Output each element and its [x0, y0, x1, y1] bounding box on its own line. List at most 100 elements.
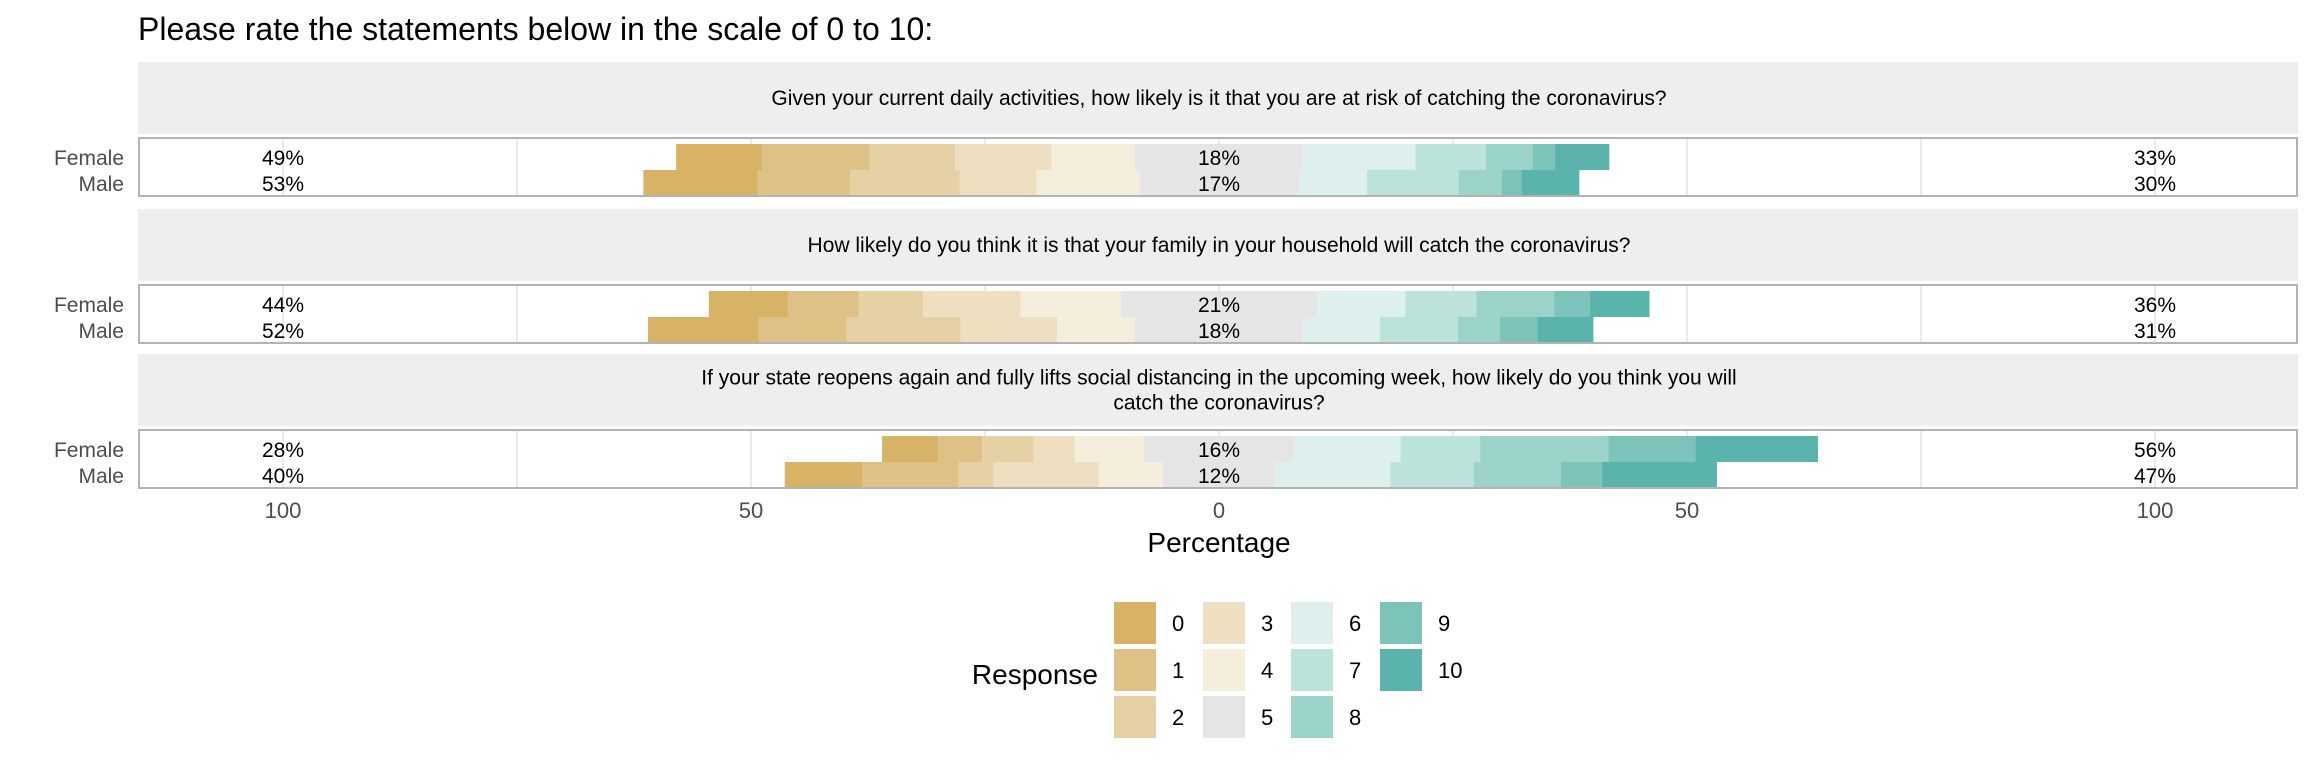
bar-segment-response-0 [882, 436, 939, 462]
legend-label: 4 [1261, 658, 1273, 683]
bar-segment-response-2 [958, 462, 994, 488]
legend-label: 1 [1172, 658, 1184, 683]
bar-segment-response-7 [1415, 144, 1486, 170]
bar-segment-response-3 [955, 144, 1052, 170]
bar-segment-response-1 [862, 462, 959, 488]
bar-segment-response-8 [1458, 170, 1502, 196]
bar-segment-response-9 [1560, 462, 1602, 488]
legend-item: 5 [1203, 696, 1273, 738]
panel: Given your current daily activities, how… [54, 62, 2298, 197]
bar-segment-response-1 [762, 144, 870, 170]
panel: If your state reopens again and fully li… [54, 354, 2298, 489]
bar-segment-response-10 [1589, 291, 1650, 317]
panel-strip [138, 209, 2298, 281]
legend: Response 0 1 2 3 4 5 6 7 8 9 10 [972, 602, 1462, 738]
panel-question: How likely do you think it is that your … [808, 234, 1631, 257]
legend-item: 7 [1291, 649, 1361, 691]
legend-label: 2 [1172, 705, 1184, 730]
group-label: Male [78, 173, 124, 196]
bar-segment-response-9 [1501, 170, 1522, 196]
panel-question: If your state reopens again and fully li… [701, 367, 1736, 390]
panel-strip [138, 62, 2298, 134]
bar-segment-response-9 [1532, 144, 1556, 170]
bar-segment-response-4 [1036, 170, 1140, 196]
panel-data-area: 49% 18% 33% Female 53% 17% 30% Male [54, 138, 2176, 196]
high-percent-label: 30% [2134, 173, 2176, 196]
legend-item: 8 [1291, 696, 1361, 738]
legend-label: 8 [1349, 705, 1361, 730]
x-axis-title: Percentage [1147, 527, 1290, 558]
bar-segment-response-4 [1057, 317, 1135, 343]
bar-segment-response-7 [1390, 462, 1474, 488]
legend-title: Response [972, 659, 1098, 690]
bar-segment-response-9 [1499, 317, 1538, 343]
panel: How likely do you think it is that your … [54, 209, 2298, 344]
bar-segment-response-2 [850, 170, 960, 196]
bar-segment-response-6 [1303, 144, 1416, 170]
bar-segment-response-6 [1275, 462, 1391, 488]
bar-segment-response-6 [1303, 317, 1380, 343]
bar-segment-response-6 [1293, 436, 1401, 462]
bar-segment-response-0 [648, 317, 759, 343]
x-tick-label: 100 [265, 498, 302, 523]
bar-row: 49% 18% 33% Female [54, 144, 2176, 170]
x-tick-label: 50 [739, 498, 763, 523]
panel-question: Given your current daily activities, how… [771, 87, 1666, 110]
group-label: Female [54, 294, 124, 317]
panel-data-area: 28% 16% 56% Female 40% 12% 47% Male [54, 430, 2176, 488]
legend-label: 5 [1261, 705, 1273, 730]
bar-segment-response-8 [1485, 144, 1533, 170]
bar-segment-response-8 [1480, 436, 1609, 462]
bar-segment-response-4 [1051, 144, 1135, 170]
group-label: Female [54, 147, 124, 170]
legend-label: 0 [1172, 611, 1184, 636]
panel-question: catch the coronavirus? [1113, 392, 1324, 415]
x-tick-label: 100 [2137, 498, 2174, 523]
bar-segment-response-10 [1555, 144, 1610, 170]
legend-item: 3 [1203, 602, 1273, 644]
neutral-percent-label: 18% [1198, 147, 1240, 170]
legend-label: 7 [1349, 658, 1361, 683]
high-percent-label: 31% [2134, 320, 2176, 343]
neutral-percent-label: 17% [1198, 173, 1240, 196]
legend-label: 6 [1349, 611, 1361, 636]
bar-segment-response-9 [1554, 291, 1590, 317]
legend-item: 0 [1114, 602, 1184, 644]
group-label: Female [54, 439, 124, 462]
bar-row: 52% 18% 31% Male [78, 317, 2176, 343]
bar-row: 53% 17% 30% Male [78, 170, 2176, 196]
bar-segment-response-10 [1537, 317, 1594, 343]
bar-segment-response-1 [938, 436, 983, 462]
neutral-percent-label: 21% [1198, 294, 1240, 317]
low-percent-label: 53% [262, 173, 304, 196]
neutral-percent-label: 12% [1198, 465, 1240, 488]
bar-segment-response-4 [1074, 436, 1145, 462]
chart-panels: Given your current daily activities, how… [54, 62, 2298, 489]
bar-segment-response-8 [1457, 317, 1500, 343]
legend-swatch [1291, 696, 1333, 738]
legend-item: 6 [1291, 602, 1361, 644]
bar-segment-response-7 [1379, 317, 1458, 343]
bar-segment-response-0 [676, 144, 763, 170]
bar-segment-response-7 [1400, 436, 1481, 462]
low-percent-label: 40% [262, 465, 304, 488]
bar-segment-response-3 [959, 170, 1037, 196]
bar-segment-response-1 [758, 317, 847, 343]
legend-swatch [1114, 649, 1156, 691]
panel-border [138, 137, 2298, 197]
chart-title: Please rate the statements below in the … [138, 11, 933, 47]
high-percent-label: 36% [2134, 294, 2176, 317]
legend-swatch [1380, 602, 1422, 644]
bar-segment-response-0 [708, 291, 788, 317]
bar-segment-response-3 [1033, 436, 1075, 462]
panel-strip [138, 354, 2298, 426]
legend-item: 10 [1380, 649, 1462, 691]
bar-segment-response-3 [923, 291, 1021, 317]
bar-segment-response-10 [1601, 462, 1717, 488]
high-percent-label: 47% [2134, 465, 2176, 488]
low-percent-label: 52% [262, 320, 304, 343]
low-percent-label: 28% [262, 439, 304, 462]
bar-segment-response-5 [1139, 170, 1299, 196]
bar-segment-response-3 [960, 317, 1058, 343]
